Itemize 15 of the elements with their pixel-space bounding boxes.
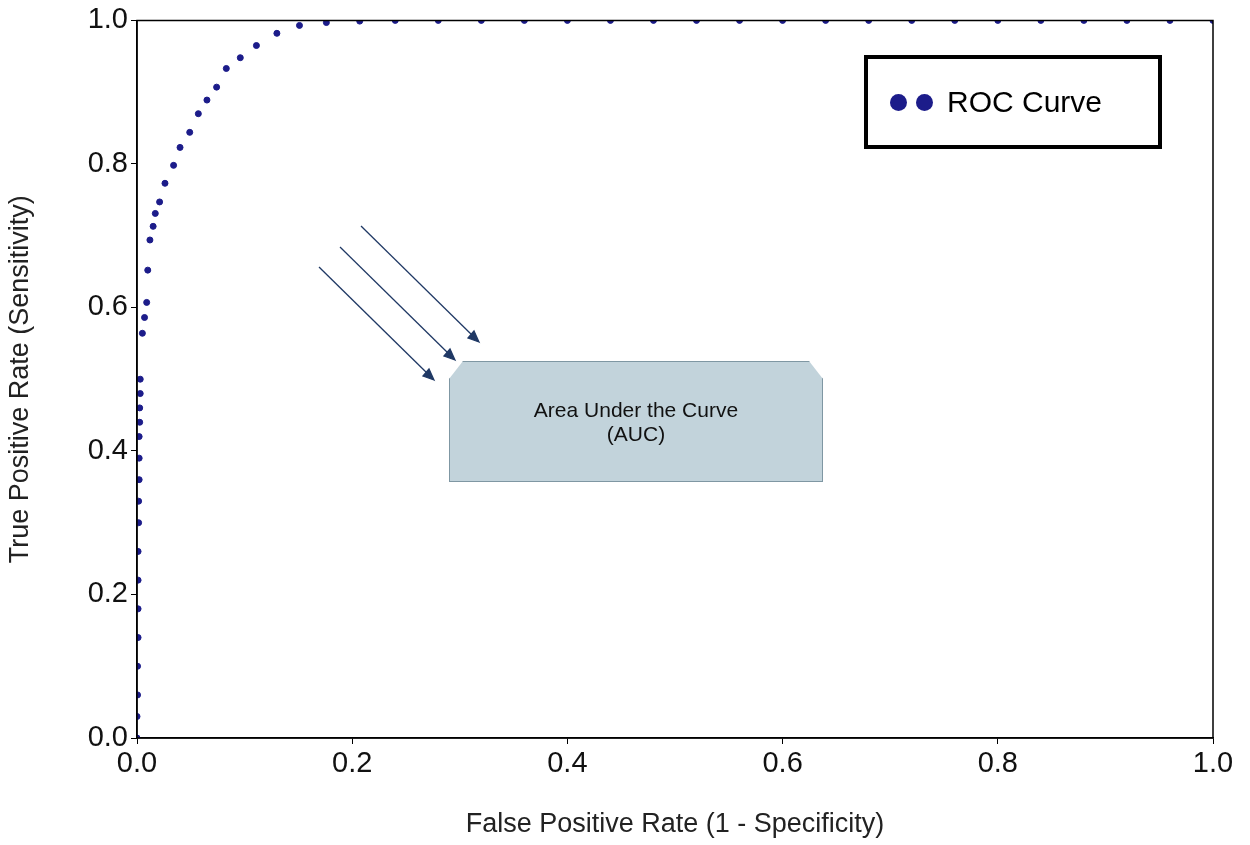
callout-box: Area Under the Curve (AUC) [449,361,823,482]
x-tick-label: 0.8 [977,746,1018,779]
x-tick-label: 0.6 [762,746,803,779]
x-tick-label: 0.4 [547,746,588,779]
legend-box: ROC Curve [863,55,1162,149]
y-tick-label: 1.0 [87,2,128,35]
y-axis-title: True Positive Rate (Sensitivity) [3,195,34,564]
x-axis-title: False Positive Rate (1 - Specificity) [465,808,885,839]
x-tick-label: 1.0 [1192,746,1234,779]
y-tick-label: 0.8 [87,145,128,178]
y-tick-label: 0.4 [87,432,128,465]
y-tick-label: 0.2 [87,576,128,609]
legend-label: ROC Curve [946,85,1102,119]
y-tick-label: 0.6 [87,289,128,322]
x-tick-label: 0.2 [332,746,373,779]
